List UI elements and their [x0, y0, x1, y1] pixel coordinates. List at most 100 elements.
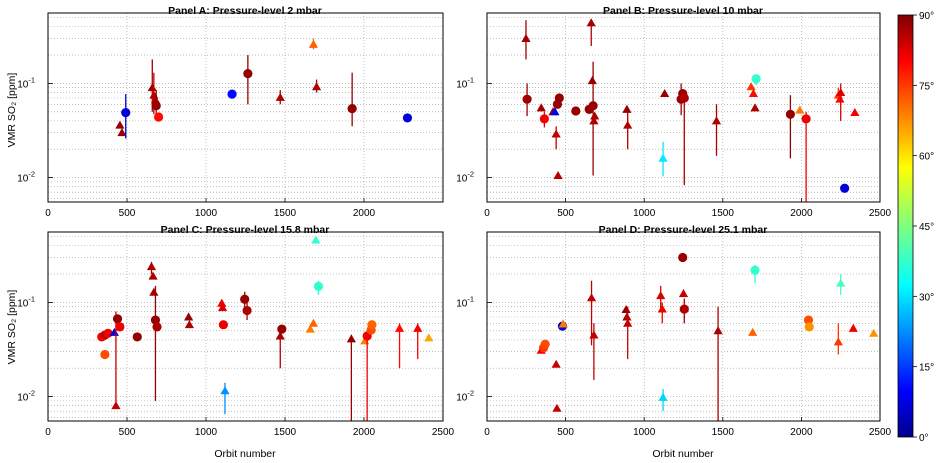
data-point-triangle	[550, 107, 560, 116]
data-point-circle	[243, 69, 253, 79]
panel-b-title: Panel B: Pressure-level 10 mbar	[603, 5, 763, 17]
data-point-triangle	[713, 326, 723, 335]
data-point-triangle	[394, 323, 405, 332]
data-point-triangle	[586, 18, 596, 27]
data-point-triangle	[217, 298, 227, 307]
data-point-triangle	[413, 323, 423, 332]
data-point-circle	[367, 320, 377, 330]
x-tick-label: 500	[557, 427, 574, 438]
data-point-triangle	[750, 103, 760, 112]
data-point-triangle	[835, 94, 845, 103]
x-tick-label: 2000	[790, 208, 813, 219]
data-point-triangle	[850, 107, 860, 117]
data-point-triangle	[308, 318, 319, 327]
x-tick-label: 2000	[353, 427, 376, 438]
data-point-triangle	[836, 87, 846, 97]
data-point-triangle	[622, 312, 632, 321]
data-point-triangle	[148, 271, 158, 280]
colorbar-tick-label: 0°	[919, 433, 929, 444]
data-point-triangle	[622, 104, 632, 113]
data-point-triangle	[589, 116, 599, 125]
y-tick-label: 10-2	[456, 389, 474, 404]
data-point-circle	[151, 101, 161, 111]
data-point-circle	[801, 114, 811, 124]
y-axis-label: VMR SO₂ [ppm]	[6, 73, 18, 148]
data-point-triangle	[621, 304, 631, 314]
data-point-circle	[679, 304, 689, 314]
x-tick-label: 1500	[274, 427, 297, 438]
y-tick-label: 10-2	[17, 389, 35, 404]
data-point-triangle	[109, 327, 119, 336]
panel-b: Panel B: Pressure-level 10 mbar 0 500 1000…	[456, 5, 891, 219]
y-tick-label: 10-1	[456, 75, 474, 90]
data-point-triangle	[146, 262, 157, 271]
data-point-triangle	[551, 359, 561, 368]
data-point-triangle	[590, 111, 600, 120]
colorbar: 0° 15° 30° 45° 60° 75° 90°	[897, 11, 934, 444]
x-tick-label: 1500	[712, 427, 735, 438]
data-point-circle	[540, 339, 550, 349]
x-tick-label: 1500	[274, 208, 297, 219]
data-point-circle	[240, 294, 250, 304]
x-tick-label: 0	[484, 208, 490, 219]
data-point-triangle	[220, 386, 230, 395]
data-point-circle	[804, 322, 814, 332]
x-tick-label: 1000	[195, 208, 218, 219]
colorbar-tick-label: 45°	[919, 222, 934, 233]
data-point-triangle	[869, 328, 879, 337]
data-point-triangle	[587, 76, 597, 85]
data-point-circle	[132, 332, 142, 342]
data-point-triangle	[623, 318, 633, 327]
x-tick-label: 500	[557, 208, 574, 219]
data-point-circle	[678, 252, 688, 263]
data-point-circle	[539, 114, 549, 124]
data-point-circle	[121, 107, 131, 118]
x-tick-label: 0	[45, 208, 51, 219]
data-point-circle	[840, 183, 850, 193]
panel-a-title: Panel A: Pressure-level 2 mbar	[168, 5, 322, 17]
data-point-triangle	[521, 33, 531, 42]
x-tick-label: 2500	[869, 427, 892, 438]
colorbar-tick-label: 75°	[919, 81, 934, 92]
data-point-circle	[803, 315, 814, 325]
data-point-triangle	[711, 116, 722, 125]
x-tick-label: 500	[119, 208, 136, 219]
data-point-triangle	[147, 83, 157, 92]
x-tick-label: 500	[119, 427, 136, 438]
x-tick-label: 2500	[869, 208, 892, 219]
data-point-circle	[554, 93, 564, 103]
panel-c-frame	[47, 231, 444, 422]
data-point-triangle	[217, 303, 228, 312]
data-point-circle	[402, 113, 413, 123]
data-point-triangle	[346, 334, 356, 343]
data-point-triangle	[184, 320, 195, 329]
colorbar-tick-label: 60°	[919, 152, 934, 163]
y-tick-label: 10-1	[17, 75, 35, 90]
data-point-triangle	[312, 82, 322, 91]
data-point-triangle	[678, 289, 689, 298]
panel-d-title: Panel D: Pressure-level 25.1 mbar	[599, 224, 768, 236]
data-point-triangle	[558, 319, 568, 328]
data-point-triangle	[586, 293, 597, 302]
data-point-triangle	[656, 291, 666, 300]
data-point-triangle	[111, 401, 121, 410]
panel-c: Panel C: Pressure-level 15.8 mbar 0 500 10…	[17, 224, 454, 460]
y-axis-label: VMR SO₂ [ppm]	[6, 290, 18, 365]
data-point-triangle	[657, 304, 667, 313]
data-point-circle	[152, 322, 162, 332]
y-tick-label: 10-1	[456, 294, 474, 309]
data-point-triangle	[836, 278, 846, 287]
data-point-triangle	[748, 88, 759, 98]
panel-c-title: Panel C: Pressure-level 15.8 mbar	[161, 224, 330, 236]
data-point-triangle	[117, 128, 127, 137]
data-point-circle	[227, 89, 237, 99]
data-point-triangle	[275, 92, 285, 101]
data-point-circle	[679, 93, 689, 103]
data-point-circle	[313, 281, 324, 292]
colorbar-gradient	[897, 14, 914, 438]
data-point-triangle	[275, 331, 285, 340]
panel-b-frame	[486, 12, 881, 203]
x-axis-label: Orbit number	[214, 448, 276, 460]
panel-d-frame	[486, 231, 881, 422]
data-point-circle	[571, 106, 581, 116]
